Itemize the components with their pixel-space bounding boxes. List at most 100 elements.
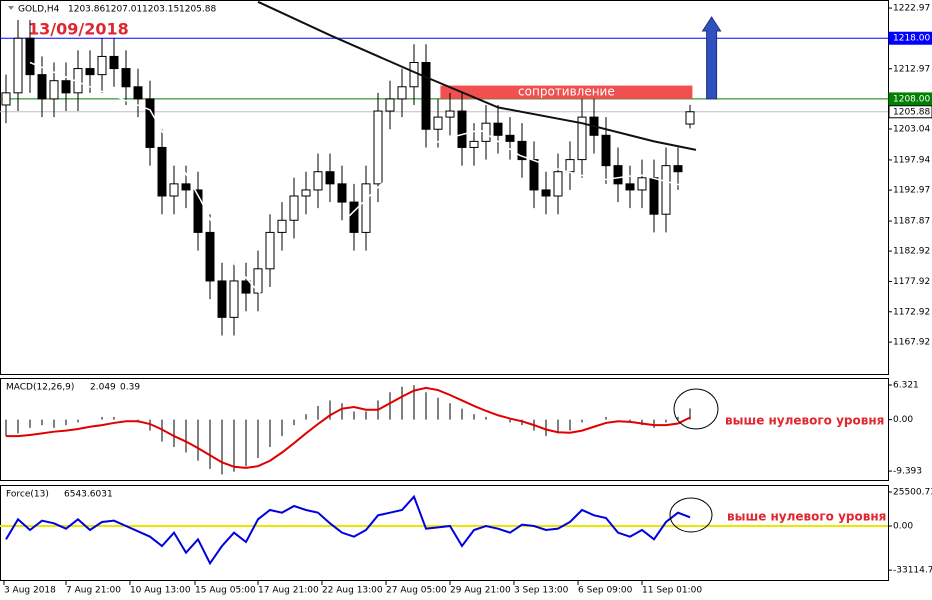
candle-body <box>253 268 263 294</box>
x-tick-label: 10 Aug 13:00 <box>130 586 191 596</box>
candle-body <box>109 55 119 70</box>
ohlc-value: 1205.88 <box>179 5 216 15</box>
candle-body <box>625 183 635 191</box>
y-tick-label: 1167.92 <box>893 338 930 348</box>
indicator-value: 0.39 <box>120 383 140 393</box>
x-tick-label: 17 Aug 21:00 <box>258 586 319 596</box>
symbol-icon <box>8 6 14 10</box>
y-tick-label: -9.393 <box>893 467 922 477</box>
candle-body <box>241 280 251 294</box>
candle-body <box>97 55 107 76</box>
level-tag-label: 1205.88 <box>893 107 930 117</box>
candle-body <box>685 111 695 125</box>
candle-body <box>61 80 71 94</box>
candle-body <box>445 110 455 118</box>
candle-body <box>421 62 431 130</box>
candle-body <box>85 68 95 76</box>
candle-body <box>193 189 203 233</box>
level-tag-label: 1218.00 <box>893 34 930 44</box>
candle-body <box>217 280 227 318</box>
candle-body <box>229 280 239 318</box>
macd-panel: 6.321 0.00 -9.393 MACD(12,26,9) 2.049 0.39 выш… <box>0 378 922 481</box>
moving-average <box>29 61 700 296</box>
highlight-ellipse <box>669 497 713 533</box>
y-tick-label: 25500.73 <box>893 487 932 497</box>
level-tag-label: 1208.00 <box>893 94 930 104</box>
candle-body <box>49 80 59 100</box>
candle-body <box>289 195 299 221</box>
candle-body <box>649 177 659 215</box>
annotation: выше нулевого уровня <box>727 510 886 524</box>
x-tick-label: 15 Aug 05:00 <box>195 586 256 596</box>
y-tick-label: 1182.92 <box>893 247 930 257</box>
candle-body <box>13 37 23 94</box>
price-panel: 1222.97 1212.97 1203.04 1197.94 1192.97 1187.… <box>0 0 932 375</box>
candle-body <box>541 189 551 197</box>
candle-body <box>373 110 383 185</box>
force-panel: 25500.73 0.00 -33114.73 Force(13) 6543.6031 3… <box>0 485 932 596</box>
candle-body <box>325 171 335 185</box>
candle-body <box>157 146 167 197</box>
y-tick-label: -33114.73 <box>893 566 932 576</box>
candle-body <box>529 159 539 191</box>
y-tick-label: 1172.92 <box>893 307 930 317</box>
candle-body <box>349 201 359 233</box>
level-tag <box>888 105 932 119</box>
candle-body <box>493 122 503 136</box>
x-tick-label: 3 Sep 13:00 <box>514 586 569 596</box>
y-tick-label: 0.00 <box>893 522 913 532</box>
candle-body <box>277 219 287 233</box>
candle-body <box>25 37 35 76</box>
candle-body <box>301 189 311 197</box>
candle-body <box>517 140 527 161</box>
x-tick-label: 29 Aug 21:00 <box>450 586 511 596</box>
ohlc-value: 1207.01 <box>105 5 142 15</box>
x-tick-label: 7 Aug 21:00 <box>66 586 121 596</box>
candle-body <box>361 183 371 233</box>
highlight-ellipse <box>673 388 719 430</box>
candle-body <box>1 92 11 106</box>
ohlc-value: 1203.15 <box>142 5 179 15</box>
x-tick-label: 27 Aug 05:00 <box>386 586 447 596</box>
candle-body <box>145 98 155 148</box>
panel-frame <box>0 0 889 375</box>
candle-body <box>169 183 179 197</box>
candle-body <box>409 62 419 88</box>
candle-body <box>385 98 395 112</box>
arrow <box>701 16 722 100</box>
ohlc-value: 1203.86 <box>68 5 105 15</box>
resistance-zone <box>440 85 693 99</box>
candle-body <box>505 134 515 142</box>
candle-body <box>601 134 611 167</box>
candle-body <box>565 159 575 173</box>
x-tick-label: 22 Aug 13:00 <box>322 586 383 596</box>
y-tick-label: 1187.87 <box>893 217 930 227</box>
moving-average <box>257 0 697 151</box>
date-label: 13/09/2018 <box>28 20 129 39</box>
candle-body <box>205 231 215 282</box>
candle-body <box>457 110 467 148</box>
y-tick-label: 1197.94 <box>893 155 930 165</box>
panel-frame <box>0 378 889 481</box>
panel-title: MACD(12,26,9) <box>6 383 74 393</box>
y-tick-label: 1203.04 <box>893 125 930 135</box>
candle-body <box>613 165 623 185</box>
zone-label: сопротивление <box>518 85 615 99</box>
candle-body <box>397 86 407 100</box>
candle-body <box>133 86 143 100</box>
candle-body <box>313 171 323 191</box>
y-tick-label: 0.00 <box>893 415 913 425</box>
level-tag <box>888 92 932 106</box>
y-tick-label: 1212.97 <box>893 64 930 74</box>
panel-frame <box>0 485 889 581</box>
candle-body <box>337 183 347 203</box>
y-tick-label: 1192.97 <box>893 186 930 196</box>
candle-body <box>577 116 587 161</box>
candle-body <box>553 171 563 197</box>
y-tick-label: 6.321 <box>893 381 919 391</box>
candle-body <box>673 165 683 173</box>
force-line <box>5 494 691 566</box>
candle-body <box>433 116 443 130</box>
